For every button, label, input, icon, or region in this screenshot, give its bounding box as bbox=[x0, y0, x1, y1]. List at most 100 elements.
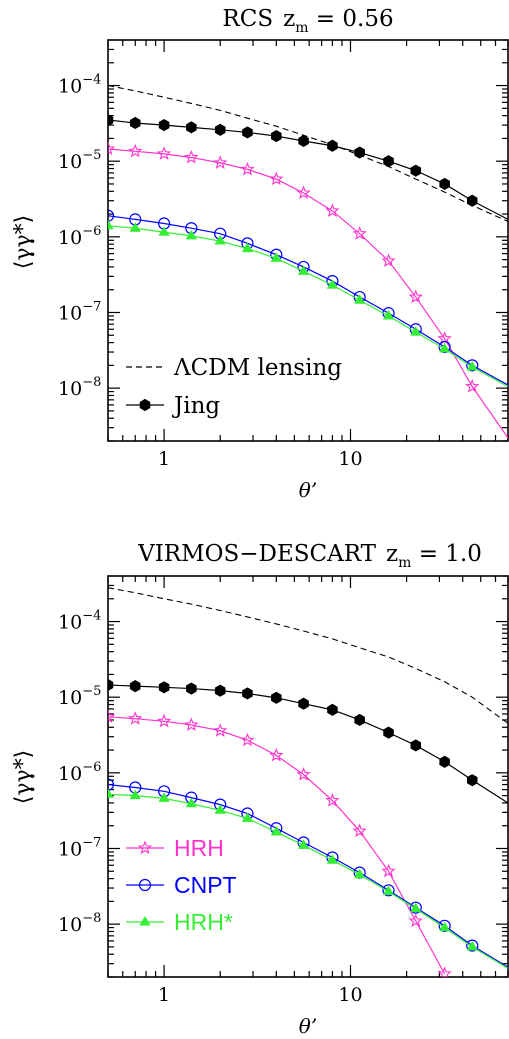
data-point-jing bbox=[108, 113, 114, 127]
data-point-hrh bbox=[184, 717, 199, 731]
data-point-jing bbox=[410, 164, 422, 177]
data-point-hrhstar bbox=[326, 279, 339, 289]
legend-marker-hrhstar bbox=[139, 916, 151, 926]
data-point-hrhstar bbox=[410, 326, 422, 336]
data-point-hrhstar bbox=[297, 265, 310, 275]
data-point-hrhstar bbox=[382, 309, 395, 320]
legend-label: ΛCDM lensing bbox=[173, 355, 342, 381]
legend-entry-cnpt: CNPT bbox=[126, 872, 237, 898]
data-point-hrhstar bbox=[354, 294, 366, 304]
data-point-hrh bbox=[381, 253, 396, 268]
y-tick-label: 10−7 bbox=[58, 299, 101, 324]
data-point-hrhstar bbox=[466, 361, 478, 371]
data-point-hrhstar bbox=[438, 342, 451, 353]
data-point-jing bbox=[108, 678, 114, 692]
data-point-hrh bbox=[128, 711, 143, 725]
data-point-jing bbox=[327, 139, 338, 152]
series-jing bbox=[108, 113, 508, 220]
y-axis-label: ⟨γγ*⟩ bbox=[11, 215, 36, 269]
x-tick-label: 1 bbox=[158, 984, 170, 1006]
data-point-hrh bbox=[213, 723, 228, 737]
data-point-hrh bbox=[156, 146, 172, 160]
x-tick-label: 10 bbox=[338, 448, 362, 470]
data-point-hrh bbox=[437, 966, 452, 977]
data-point-jing bbox=[383, 726, 394, 739]
data-point-jing bbox=[129, 116, 141, 130]
data-point-hrhstar bbox=[438, 921, 451, 932]
data-point-hrhstar bbox=[129, 789, 141, 800]
data-point-hrhstar bbox=[158, 226, 170, 236]
series-hrhstar bbox=[108, 219, 508, 388]
data-point-hrh bbox=[408, 913, 423, 928]
data-point-hrhstar bbox=[241, 242, 254, 253]
series-layer bbox=[108, 85, 508, 439]
y-tick-label: 10−5 bbox=[58, 148, 101, 173]
series-line-jing bbox=[108, 119, 508, 220]
svg-text:⟨γγ*⟩: ⟨γγ*⟩ bbox=[11, 215, 36, 269]
data-point-jing bbox=[271, 691, 282, 704]
data-point-jing bbox=[410, 739, 422, 752]
data-point-jing bbox=[129, 680, 141, 693]
data-point-hrh bbox=[325, 203, 340, 218]
legend-entry-hrh: HRH bbox=[126, 835, 224, 861]
y-tick-label: 10−6 bbox=[58, 760, 101, 785]
data-point-hrhstar bbox=[108, 219, 114, 230]
data-point-hrhstar bbox=[270, 252, 282, 262]
series-line-hrh bbox=[108, 716, 446, 975]
series-line-hrhstar bbox=[108, 793, 508, 969]
data-point-jing bbox=[186, 682, 197, 695]
data-point-hrhstar bbox=[214, 235, 226, 245]
series-hrh bbox=[108, 141, 508, 439]
data-point-jing bbox=[186, 121, 197, 134]
x-axis-label: θ’ bbox=[299, 478, 317, 502]
data-point-hrh bbox=[352, 823, 367, 838]
data-point-hrhstar bbox=[326, 854, 339, 864]
series-lensing bbox=[108, 587, 508, 724]
data-point-jing bbox=[439, 177, 450, 191]
legend-entry-lensing: ΛCDM lensing bbox=[126, 355, 342, 381]
data-point-jing bbox=[158, 119, 170, 132]
data-point-hrhstar bbox=[270, 826, 282, 836]
data-point-hrh bbox=[128, 143, 143, 158]
series-line-hrh bbox=[108, 148, 508, 439]
legend-marker-hrh bbox=[137, 840, 153, 855]
data-point-hrhstar bbox=[214, 804, 226, 814]
data-point-jing bbox=[158, 681, 170, 694]
y-tick-label: 10−8 bbox=[58, 911, 101, 936]
data-point-hrhstar bbox=[241, 812, 254, 822]
legend-label: CNPT bbox=[174, 872, 237, 898]
y-tick-label: 10−6 bbox=[58, 224, 101, 249]
data-point-hrh bbox=[325, 793, 340, 807]
data-point-jing bbox=[214, 684, 226, 697]
data-point-hrh bbox=[296, 185, 311, 200]
data-point-hrhstar bbox=[129, 222, 141, 232]
data-point-hrhstar bbox=[410, 902, 422, 913]
panel-title: VIRMOS−DESCART zm = 1.0 bbox=[137, 541, 482, 571]
x-axis-label: θ’ bbox=[299, 1014, 317, 1038]
data-point-hrh bbox=[352, 226, 367, 240]
data-point-jing bbox=[466, 194, 478, 207]
data-point-hrhstar bbox=[354, 868, 366, 879]
data-point-hrhstar bbox=[185, 797, 197, 808]
x-tick-label: 1 bbox=[158, 448, 170, 470]
plot-frame bbox=[107, 575, 509, 978]
data-point-cnpt bbox=[438, 340, 451, 354]
legend-entry-jing: Jing bbox=[126, 393, 220, 419]
data-point-cnpt bbox=[466, 359, 479, 372]
data-point-hrhstar bbox=[108, 788, 114, 798]
data-point-jing bbox=[466, 774, 478, 787]
data-point-hrh bbox=[240, 732, 255, 747]
data-point-hrhstar bbox=[382, 885, 395, 896]
legend: HRH CNPT HRH* bbox=[126, 835, 237, 935]
data-point-jing bbox=[242, 687, 253, 700]
axis-ticks: 1 10 10−4 10−5 10−6 10−7 10−8 bbox=[58, 575, 509, 1006]
y-tick-label: 10−7 bbox=[58, 835, 101, 860]
legend-label: Jing bbox=[172, 393, 220, 419]
data-point-jing bbox=[298, 134, 309, 148]
data-point-hrhstar bbox=[466, 940, 478, 951]
data-point-jing bbox=[439, 755, 450, 768]
x-tick-label: 10 bbox=[338, 984, 362, 1006]
data-point-hrh bbox=[381, 863, 396, 878]
panel-virmos-descart: VIRMOS−DESCART zm = 1.0 ⟨γγ*⟩ θ’ 1 1010−41… bbox=[11, 541, 509, 1038]
